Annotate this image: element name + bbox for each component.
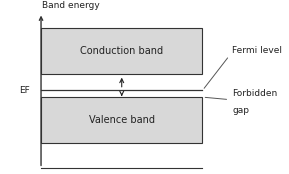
Text: Fermi level: Fermi level	[232, 46, 282, 55]
Text: EF: EF	[20, 86, 30, 95]
Bar	[41, 27, 202, 74]
Text: Band energy: Band energy	[42, 1, 100, 10]
Text: Valence band: Valence band	[89, 115, 155, 125]
Bar	[41, 97, 202, 144]
Text: Forbidden: Forbidden	[232, 89, 277, 98]
Text: gap: gap	[232, 106, 249, 115]
Text: Conduction band: Conduction band	[80, 46, 163, 56]
